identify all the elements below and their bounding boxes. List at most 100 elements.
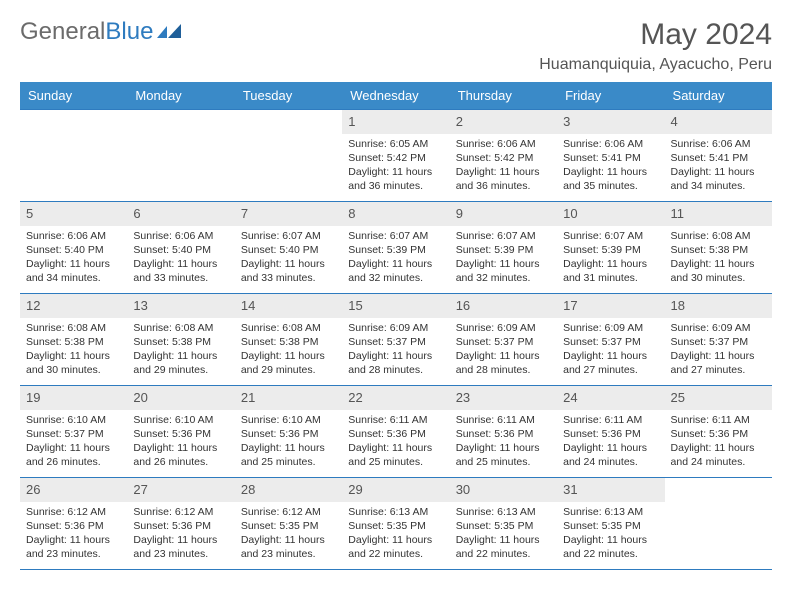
weekday-header: Monday (127, 82, 234, 110)
daylight-line: Daylight: 11 hours and 32 minutes. (456, 257, 551, 285)
day-number: 3 (557, 110, 664, 134)
daylight-line: Daylight: 11 hours and 29 minutes. (133, 349, 228, 377)
calendar-day-cell: 27Sunrise: 6:12 AMSunset: 5:36 PMDayligh… (127, 478, 234, 570)
daylight-line: Daylight: 11 hours and 27 minutes. (563, 349, 658, 377)
calendar-day-cell: 26Sunrise: 6:12 AMSunset: 5:36 PMDayligh… (20, 478, 127, 570)
day-details: Sunrise: 6:05 AMSunset: 5:42 PMDaylight:… (342, 134, 449, 198)
day-details: Sunrise: 6:07 AMSunset: 5:39 PMDaylight:… (557, 226, 664, 290)
daylight-line: Daylight: 11 hours and 35 minutes. (563, 165, 658, 193)
calendar-day-cell (20, 110, 127, 202)
sunrise-line: Sunrise: 6:13 AM (563, 505, 658, 519)
day-details: Sunrise: 6:12 AMSunset: 5:36 PMDaylight:… (127, 502, 234, 566)
day-details: Sunrise: 6:11 AMSunset: 5:36 PMDaylight:… (342, 410, 449, 474)
day-number: 27 (127, 478, 234, 502)
sunrise-line: Sunrise: 6:06 AM (563, 137, 658, 151)
day-number: 12 (20, 294, 127, 318)
sunrise-line: Sunrise: 6:10 AM (241, 413, 336, 427)
daylight-line: Daylight: 11 hours and 34 minutes. (671, 165, 766, 193)
sunrise-line: Sunrise: 6:12 AM (133, 505, 228, 519)
day-number: 25 (665, 386, 772, 410)
sunrise-line: Sunrise: 6:09 AM (671, 321, 766, 335)
calendar-day-cell: 9Sunrise: 6:07 AMSunset: 5:39 PMDaylight… (450, 202, 557, 294)
calendar-day-cell: 18Sunrise: 6:09 AMSunset: 5:37 PMDayligh… (665, 294, 772, 386)
day-details: Sunrise: 6:11 AMSunset: 5:36 PMDaylight:… (665, 410, 772, 474)
sunrise-line: Sunrise: 6:11 AM (456, 413, 551, 427)
calendar-day-cell: 11Sunrise: 6:08 AMSunset: 5:38 PMDayligh… (665, 202, 772, 294)
daylight-line: Daylight: 11 hours and 29 minutes. (241, 349, 336, 377)
sunrise-line: Sunrise: 6:07 AM (563, 229, 658, 243)
daylight-line: Daylight: 11 hours and 25 minutes. (348, 441, 443, 469)
sunset-line: Sunset: 5:35 PM (348, 519, 443, 533)
daylight-line: Daylight: 11 hours and 25 minutes. (456, 441, 551, 469)
weekday-header: Friday (557, 82, 664, 110)
day-details: Sunrise: 6:06 AMSunset: 5:40 PMDaylight:… (127, 226, 234, 290)
sunrise-line: Sunrise: 6:11 AM (671, 413, 766, 427)
sunset-line: Sunset: 5:36 PM (563, 427, 658, 441)
weekday-header: Saturday (665, 82, 772, 110)
calendar-day-cell: 12Sunrise: 6:08 AMSunset: 5:38 PMDayligh… (20, 294, 127, 386)
calendar-day-cell: 16Sunrise: 6:09 AMSunset: 5:37 PMDayligh… (450, 294, 557, 386)
month-title: May 2024 (539, 18, 772, 52)
calendar-day-cell: 2Sunrise: 6:06 AMSunset: 5:42 PMDaylight… (450, 110, 557, 202)
day-number: 20 (127, 386, 234, 410)
day-details: Sunrise: 6:08 AMSunset: 5:38 PMDaylight:… (127, 318, 234, 382)
sunset-line: Sunset: 5:37 PM (348, 335, 443, 349)
sunset-line: Sunset: 5:42 PM (456, 151, 551, 165)
daylight-line: Daylight: 11 hours and 34 minutes. (26, 257, 121, 285)
daylight-line: Daylight: 11 hours and 24 minutes. (563, 441, 658, 469)
calendar-week-row: 5Sunrise: 6:06 AMSunset: 5:40 PMDaylight… (20, 202, 772, 294)
calendar-day-cell: 25Sunrise: 6:11 AMSunset: 5:36 PMDayligh… (665, 386, 772, 478)
day-number: 31 (557, 478, 664, 502)
calendar-day-cell: 20Sunrise: 6:10 AMSunset: 5:36 PMDayligh… (127, 386, 234, 478)
day-number: 6 (127, 202, 234, 226)
sunrise-line: Sunrise: 6:09 AM (348, 321, 443, 335)
day-details: Sunrise: 6:06 AMSunset: 5:42 PMDaylight:… (450, 134, 557, 198)
sunrise-line: Sunrise: 6:11 AM (563, 413, 658, 427)
sunrise-line: Sunrise: 6:06 AM (456, 137, 551, 151)
sunrise-line: Sunrise: 6:12 AM (26, 505, 121, 519)
calendar-day-cell: 28Sunrise: 6:12 AMSunset: 5:35 PMDayligh… (235, 478, 342, 570)
sunset-line: Sunset: 5:37 PM (26, 427, 121, 441)
sunset-line: Sunset: 5:38 PM (133, 335, 228, 349)
day-details: Sunrise: 6:09 AMSunset: 5:37 PMDaylight:… (665, 318, 772, 382)
sunrise-line: Sunrise: 6:08 AM (241, 321, 336, 335)
calendar-day-cell (665, 478, 772, 570)
sunrise-line: Sunrise: 6:07 AM (456, 229, 551, 243)
day-number: 14 (235, 294, 342, 318)
sunrise-line: Sunrise: 6:08 AM (671, 229, 766, 243)
daylight-line: Daylight: 11 hours and 32 minutes. (348, 257, 443, 285)
sunset-line: Sunset: 5:36 PM (671, 427, 766, 441)
day-number: 29 (342, 478, 449, 502)
day-details: Sunrise: 6:06 AMSunset: 5:41 PMDaylight:… (557, 134, 664, 198)
calendar-week-row: 12Sunrise: 6:08 AMSunset: 5:38 PMDayligh… (20, 294, 772, 386)
day-number: 19 (20, 386, 127, 410)
daylight-line: Daylight: 11 hours and 26 minutes. (26, 441, 121, 469)
day-number: 17 (557, 294, 664, 318)
calendar-day-cell: 3Sunrise: 6:06 AMSunset: 5:41 PMDaylight… (557, 110, 664, 202)
sunrise-line: Sunrise: 6:11 AM (348, 413, 443, 427)
calendar-day-cell: 29Sunrise: 6:13 AMSunset: 5:35 PMDayligh… (342, 478, 449, 570)
calendar-table: SundayMondayTuesdayWednesdayThursdayFrid… (20, 82, 772, 570)
calendar-day-cell: 19Sunrise: 6:10 AMSunset: 5:37 PMDayligh… (20, 386, 127, 478)
sunset-line: Sunset: 5:40 PM (241, 243, 336, 257)
day-details: Sunrise: 6:08 AMSunset: 5:38 PMDaylight:… (20, 318, 127, 382)
day-number: 28 (235, 478, 342, 502)
sunset-line: Sunset: 5:35 PM (563, 519, 658, 533)
location: Huamanquiquia, Ayacucho, Peru (539, 56, 772, 74)
sunset-line: Sunset: 5:40 PM (133, 243, 228, 257)
daylight-line: Daylight: 11 hours and 22 minutes. (348, 533, 443, 561)
daylight-line: Daylight: 11 hours and 30 minutes. (26, 349, 121, 377)
daylight-line: Daylight: 11 hours and 36 minutes. (456, 165, 551, 193)
sunset-line: Sunset: 5:37 PM (671, 335, 766, 349)
daylight-line: Daylight: 11 hours and 23 minutes. (133, 533, 228, 561)
sunset-line: Sunset: 5:38 PM (241, 335, 336, 349)
day-number: 1 (342, 110, 449, 134)
day-number: 9 (450, 202, 557, 226)
weekday-header: Tuesday (235, 82, 342, 110)
daylight-line: Daylight: 11 hours and 26 minutes. (133, 441, 228, 469)
brand-logo: GeneralBlue (20, 18, 185, 46)
brand-part1: General (20, 18, 105, 46)
calendar-day-cell (235, 110, 342, 202)
calendar-day-cell: 8Sunrise: 6:07 AMSunset: 5:39 PMDaylight… (342, 202, 449, 294)
day-number: 22 (342, 386, 449, 410)
